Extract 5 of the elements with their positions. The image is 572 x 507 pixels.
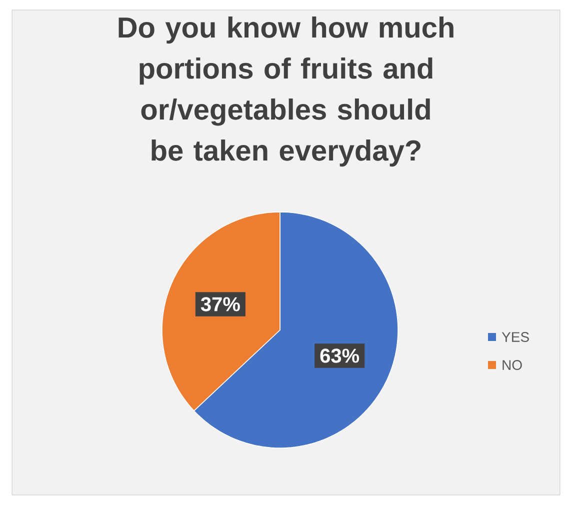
data-label: 37% [200,297,240,312]
chart-title: Do you know how much portions of fruits and or/vegetables should be taken everyday? [118,16,454,167]
legend-label: YES [502,332,529,342]
data-label: 63% [320,348,360,363]
legend-label: NO [502,360,522,370]
